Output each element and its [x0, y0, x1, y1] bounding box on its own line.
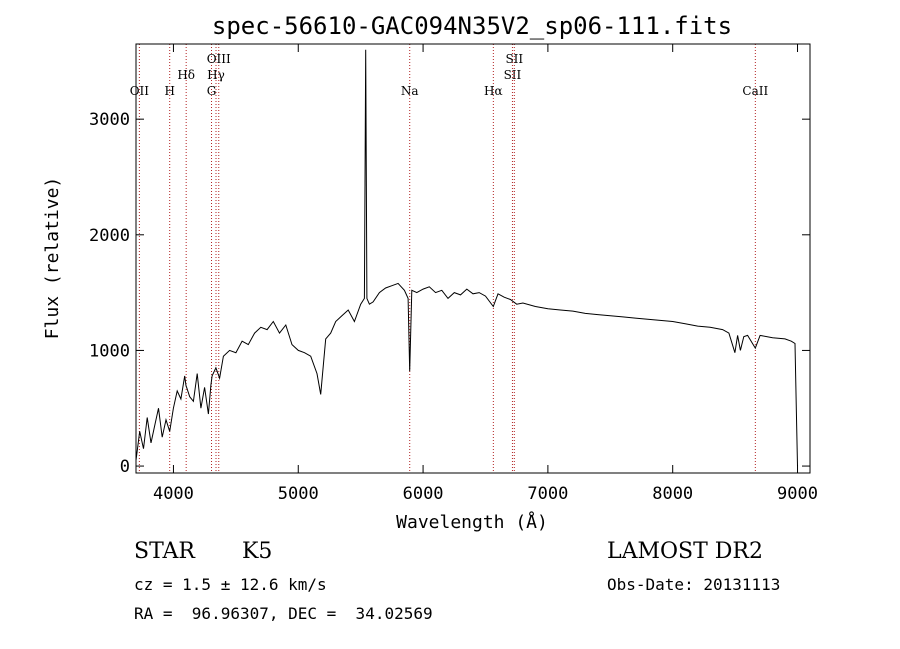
x-tick-label: 9000 — [777, 484, 818, 504]
line-marker-label: SII — [504, 68, 522, 82]
chart-title: spec-56610-GAC094N35V2_sp06-111.fits — [212, 12, 732, 40]
line-marker-label: SII — [505, 52, 523, 66]
y-tick-label: 1000 — [89, 341, 130, 361]
x-tick-label: 7000 — [527, 484, 568, 504]
line-marker-label: Hγ — [207, 68, 225, 82]
coords-text: RA = 96.96307, DEC = 34.02569 — [134, 604, 433, 623]
line-marker-label: OII — [130, 84, 150, 98]
line-marker-label: G — [207, 84, 217, 98]
x-tick-label: 4000 — [153, 484, 194, 504]
object-subclass: K5 — [242, 539, 273, 564]
redshift-text: cz = 1.5 ± 12.6 km/s — [134, 575, 327, 594]
object-class: STAR — [134, 539, 195, 564]
y-tick-label: 2000 — [89, 226, 130, 246]
x-tick-label: 8000 — [652, 484, 693, 504]
line-marker-label: Hδ — [177, 68, 195, 82]
x-axis-label: Wavelength (Å) — [396, 511, 548, 533]
line-marker-label: Na — [401, 84, 419, 98]
y-axis-label: Flux (relative) — [42, 177, 63, 340]
spectrum-series — [135, 49, 798, 467]
obs-date-text: Obs-Date: 20131113 — [607, 575, 781, 594]
y-tick-label: 0 — [120, 457, 130, 477]
line-marker-label: Hα — [484, 84, 503, 98]
axis-ticks: 4000 5000 6000 7000 8000 9000 0 1000 2000 3000 — [89, 44, 818, 504]
line-marker-label: H — [164, 84, 174, 98]
spectrum-line — [135, 49, 798, 467]
plot-frame — [135, 43, 811, 474]
x-tick-label: 5000 — [278, 484, 319, 504]
survey-name: LAMOST DR2 — [607, 539, 763, 564]
line-marker-label: CaII — [742, 84, 768, 98]
x-tick-label: 6000 — [403, 484, 444, 504]
line-marker-label: OIII — [207, 52, 231, 66]
y-tick-label: 3000 — [89, 110, 130, 130]
